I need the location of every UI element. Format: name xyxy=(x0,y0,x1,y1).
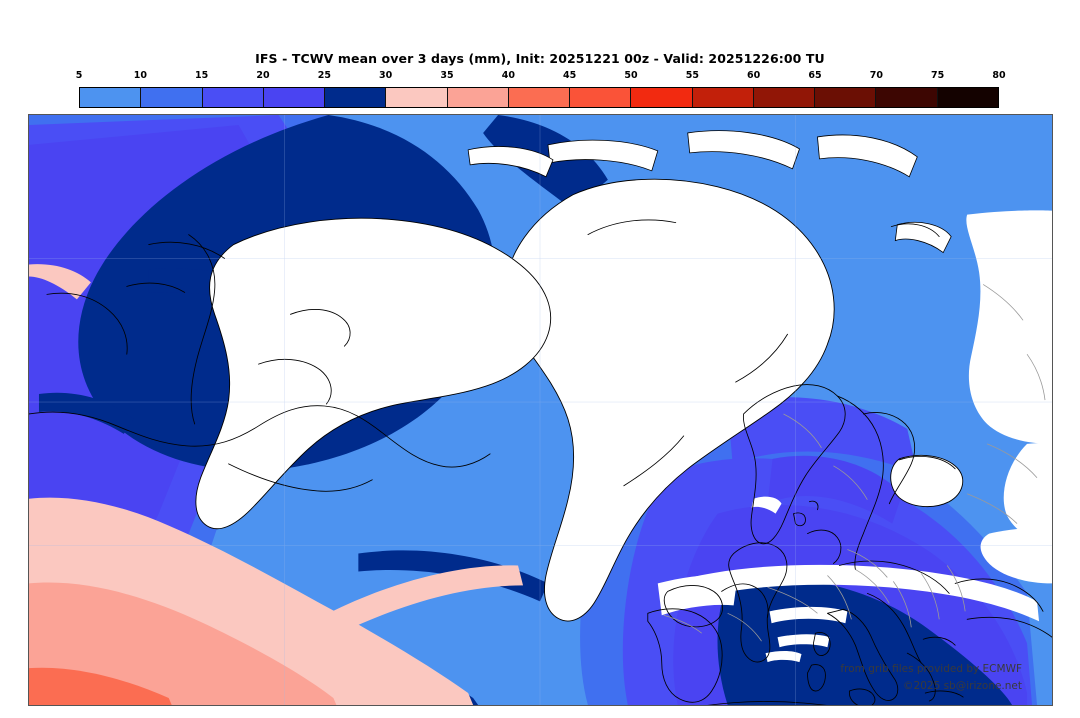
colorbar-tick-80: 80 xyxy=(992,70,1006,81)
colorbar-tick-15: 15 xyxy=(195,70,209,81)
colorbar-tick-35: 35 xyxy=(440,70,454,81)
colorbar-tick-5: 5 xyxy=(75,70,83,81)
colorbar-tick-30: 30 xyxy=(379,70,393,81)
colorbar-segment-70-75 xyxy=(876,88,938,107)
colorbar-tick-60: 60 xyxy=(747,70,761,81)
colorbar-segment-50-55 xyxy=(631,88,693,107)
colorbar-tick-50: 50 xyxy=(624,70,638,81)
colorbar-segment-75-80 xyxy=(937,88,998,107)
colorbar-segment-55-60 xyxy=(692,88,754,107)
colorbar xyxy=(79,87,999,108)
colorbar-segment-10-15 xyxy=(141,88,203,107)
colorbar-tick-70: 70 xyxy=(869,70,883,81)
colorbar-segment-65-70 xyxy=(815,88,877,107)
map-canvas xyxy=(29,115,1052,705)
page-title: IFS - TCWV mean over 3 days (mm), Init: … xyxy=(255,51,825,66)
colorbar-tick-65: 65 xyxy=(808,70,822,81)
colorbar-segment-60-65 xyxy=(753,88,816,107)
author-credit: ©2025 sb@irizone.net xyxy=(903,680,1022,692)
colorbar-tick-10: 10 xyxy=(133,70,147,81)
data-source-credit: from grib files provided by ECMWF xyxy=(840,663,1022,675)
colorbar-tick-75: 75 xyxy=(931,70,945,81)
colorbar-tick-25: 25 xyxy=(317,70,331,81)
colorbar-tick-55: 55 xyxy=(685,70,699,81)
colorbar-segment-40-45 xyxy=(508,88,571,107)
map-panel[interactable]: from grib files provided by ECMWF ©2025 … xyxy=(28,114,1053,706)
colorbar-segment-35-40 xyxy=(447,88,509,107)
colorbar-segment-20-25 xyxy=(263,88,326,107)
colorbar-segment-45-50 xyxy=(570,88,632,107)
colorbar-segment-15-20 xyxy=(202,88,264,107)
colorbar-container: 5 10 15 20 25 30 35 40 45 50 55 60 65 70 75 80 xyxy=(76,70,1006,108)
colorbar-segment-30-35 xyxy=(386,88,448,107)
colorbar-tick-40: 40 xyxy=(501,70,515,81)
colorbar-segment-25-30 xyxy=(325,88,387,107)
colorbar-tick-45: 45 xyxy=(563,70,577,81)
colorbar-tick-labels: 5 10 15 20 25 30 35 40 45 50 55 60 65 70 75 80 xyxy=(75,70,1006,84)
colorbar-tick-20: 20 xyxy=(256,70,270,81)
colorbar-segment-5-10 xyxy=(80,88,142,107)
